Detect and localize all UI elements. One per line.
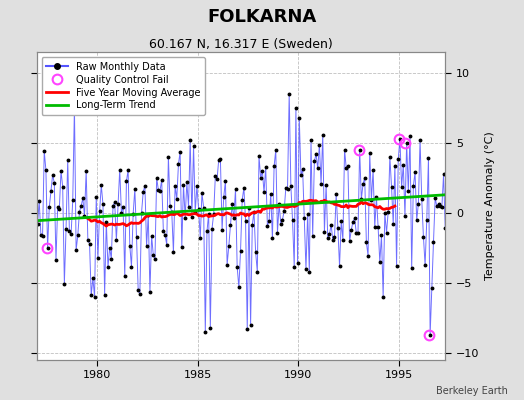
Legend: Raw Monthly Data, Quality Control Fail, Five Year Moving Average, Long-Term Tren: Raw Monthly Data, Quality Control Fail, …: [41, 57, 205, 115]
Title: 60.167 N, 16.317 E (Sweden): 60.167 N, 16.317 E (Sweden): [149, 38, 333, 51]
Text: FOLKARNA: FOLKARNA: [208, 8, 316, 26]
Text: Berkeley Earth: Berkeley Earth: [436, 386, 508, 396]
Y-axis label: Temperature Anomaly (°C): Temperature Anomaly (°C): [485, 132, 495, 280]
